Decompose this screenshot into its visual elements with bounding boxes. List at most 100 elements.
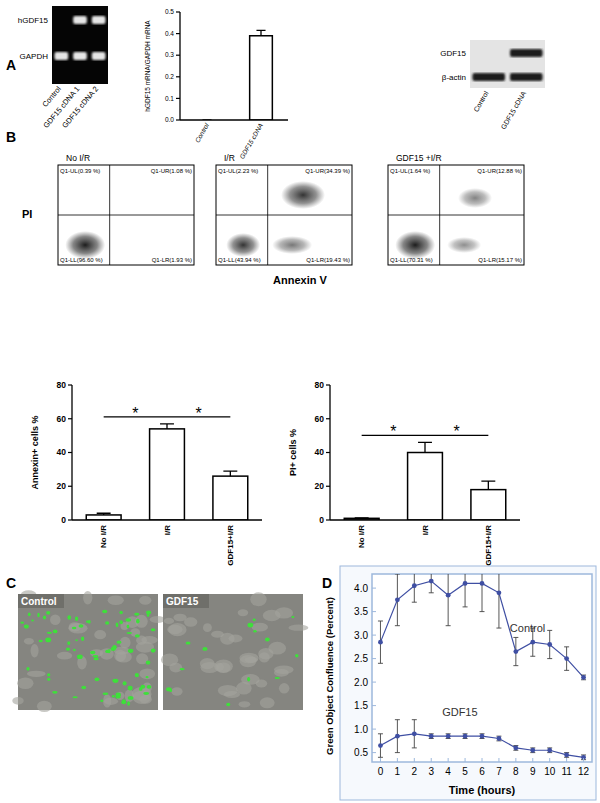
green-object xyxy=(147,614,150,617)
green-object xyxy=(102,610,107,614)
cell-texture xyxy=(37,701,52,712)
cell-texture xyxy=(83,591,92,604)
point xyxy=(429,734,434,739)
flow-plot-frame xyxy=(388,165,524,265)
band xyxy=(55,52,69,60)
panel-label: C xyxy=(6,575,16,591)
point xyxy=(513,746,518,751)
cell-texture xyxy=(50,615,61,626)
error-bar xyxy=(496,574,501,628)
y-tick xyxy=(176,55,180,56)
green-object xyxy=(95,677,100,681)
y-tick xyxy=(176,76,180,77)
quadrant-label: Q1-UL(2.23 %) xyxy=(218,168,258,174)
y-tick xyxy=(68,486,72,487)
green-object xyxy=(72,627,77,630)
marks xyxy=(378,574,586,760)
micrograph-label: GDF15 xyxy=(166,596,199,607)
error-bar xyxy=(480,574,485,612)
green-object xyxy=(81,636,84,640)
green-object xyxy=(105,650,109,653)
green-object xyxy=(125,618,131,621)
flow-x-label: Annexin V xyxy=(273,274,327,286)
band xyxy=(473,73,506,81)
x-tick-label: 11 xyxy=(561,766,572,777)
green-object xyxy=(151,648,156,652)
cell-cloud xyxy=(65,231,105,259)
cell-texture xyxy=(116,692,125,700)
y-tick-label: 0.3 xyxy=(165,51,174,58)
quadrant-label: Q1-UL(1.64 %) xyxy=(390,168,430,174)
green-object xyxy=(112,695,115,698)
category-label: GDF15+I/R xyxy=(484,525,493,566)
cell-texture xyxy=(214,659,233,673)
x-tick xyxy=(482,758,483,762)
point xyxy=(547,748,552,753)
series-label: Control xyxy=(510,622,545,634)
cell-texture xyxy=(57,652,72,660)
green-object xyxy=(47,632,52,634)
error-bar xyxy=(446,734,451,739)
green-object xyxy=(37,613,39,617)
cell-texture xyxy=(167,625,182,634)
y-tick-label: 2.0 xyxy=(354,677,368,688)
bar xyxy=(250,36,273,120)
green-object xyxy=(72,696,77,698)
y-tick xyxy=(68,519,72,520)
band-label: GDF15 xyxy=(440,49,466,58)
significance-star: * xyxy=(132,405,138,422)
green-object xyxy=(202,647,207,651)
flow-plot-frame xyxy=(216,165,352,265)
y-tick xyxy=(372,729,376,730)
point xyxy=(480,734,485,739)
y-tick xyxy=(68,384,72,385)
cell-texture xyxy=(103,694,111,707)
x-tick xyxy=(498,758,499,762)
green-object xyxy=(128,649,134,653)
error-bar xyxy=(412,720,417,748)
green-object xyxy=(47,678,50,681)
cell-texture xyxy=(250,592,266,606)
cell-texture xyxy=(161,653,178,666)
error-bar xyxy=(496,736,501,741)
error-bar xyxy=(547,748,552,753)
green-object xyxy=(67,641,70,645)
point xyxy=(463,734,468,739)
green-object xyxy=(123,681,127,685)
green-object xyxy=(43,616,46,620)
cell-texture xyxy=(241,674,260,685)
cell-texture xyxy=(24,638,34,645)
error-bar xyxy=(564,753,569,758)
green-object xyxy=(135,634,140,637)
green-object xyxy=(28,612,31,616)
green-object xyxy=(146,676,149,678)
error-bar xyxy=(412,574,417,602)
cell-texture xyxy=(108,595,124,605)
error-bar xyxy=(564,647,569,671)
x-tick-label: 5 xyxy=(462,766,468,777)
y-tick-label: 80 xyxy=(315,380,325,390)
error-bar xyxy=(97,513,111,515)
x-tick xyxy=(431,758,432,762)
x-tick-label: 8 xyxy=(513,766,519,777)
error-bar xyxy=(160,424,174,429)
quadrant-label: Q1-LL(70.31 %) xyxy=(390,257,433,263)
error-bar xyxy=(530,748,535,753)
error-bar xyxy=(463,574,468,607)
green-object xyxy=(127,624,130,628)
green-object xyxy=(166,687,172,691)
y-tick xyxy=(176,98,180,99)
gel-image xyxy=(52,6,108,84)
green-object xyxy=(128,686,133,691)
flow-plot-title: No I/R xyxy=(66,153,90,163)
quadrant-line xyxy=(216,215,352,216)
category-label: I/R xyxy=(163,525,172,535)
y-tick-label: 20 xyxy=(57,481,67,491)
green-object xyxy=(47,673,50,676)
y-tick xyxy=(68,452,72,453)
cell-texture xyxy=(135,615,147,628)
error-bar xyxy=(429,574,434,593)
micrograph-label-bg xyxy=(18,594,64,608)
green-object xyxy=(116,623,119,628)
green-object xyxy=(247,623,253,628)
